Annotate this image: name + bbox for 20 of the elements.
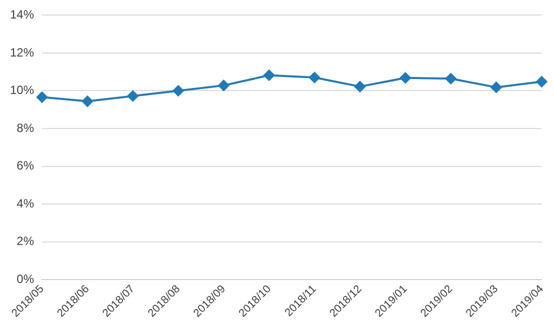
y-tick-label: 14% bbox=[10, 8, 34, 22]
point bbox=[218, 80, 230, 91]
y-tick-label: 2% bbox=[16, 234, 34, 248]
y-tick-label: 4% bbox=[16, 196, 34, 210]
y-tick-label: 10% bbox=[10, 83, 34, 98]
point bbox=[36, 92, 48, 103]
y-tick-label: 8% bbox=[16, 120, 34, 135]
point bbox=[536, 76, 548, 88]
point bbox=[354, 81, 366, 92]
y-tick-label: 12% bbox=[10, 45, 34, 60]
point bbox=[490, 82, 502, 93]
point bbox=[127, 90, 138, 102]
y-tick-label: 6% bbox=[16, 158, 34, 173]
point bbox=[172, 85, 184, 96]
point bbox=[445, 73, 456, 84]
y-tick-label: 0% bbox=[16, 272, 34, 286]
point bbox=[309, 72, 320, 84]
point bbox=[400, 72, 411, 84]
point bbox=[82, 96, 93, 107]
point bbox=[264, 70, 275, 81]
